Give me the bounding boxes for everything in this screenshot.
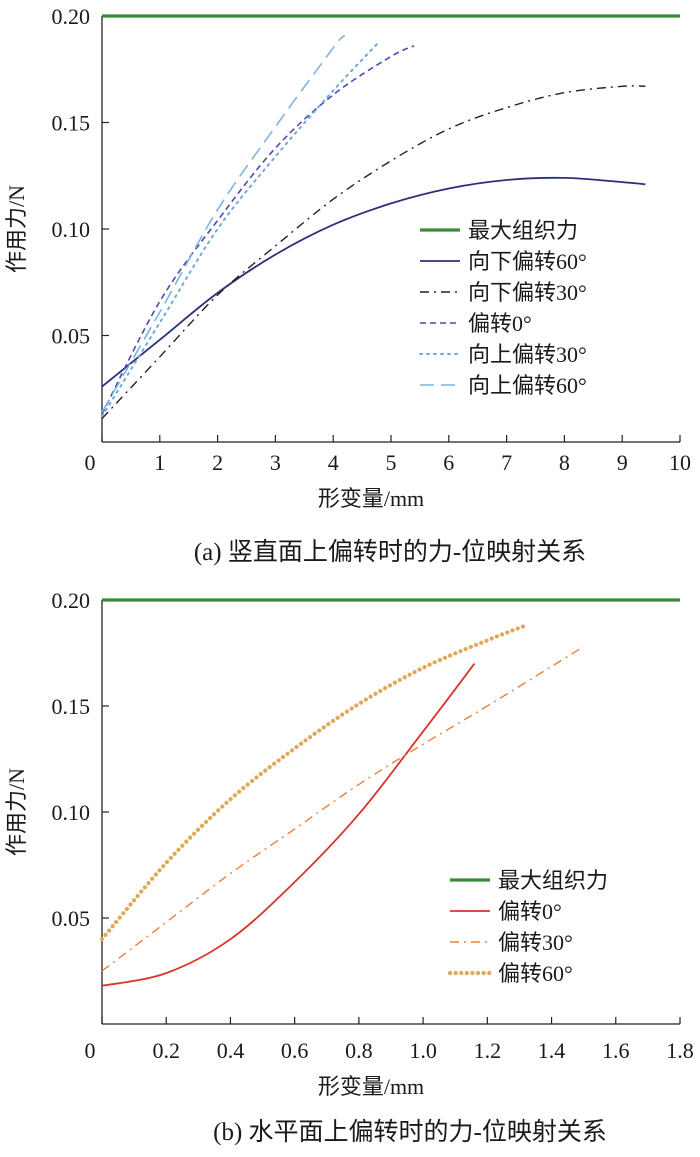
x-tick-label: 4	[328, 450, 339, 475]
legend-label: 最大组织力	[468, 218, 578, 243]
figure-caption: (b) 水平面上偏转时的力-位映射关系	[213, 1118, 607, 1146]
y-axis-label: 作用力/N	[4, 768, 29, 856]
series-line-4	[101, 40, 381, 418]
x-tick-label: 7	[501, 450, 512, 475]
x-tick-label: 0	[85, 450, 96, 475]
y-tick-label: 0.20	[52, 588, 91, 613]
x-tick-label: 1.4	[538, 1038, 566, 1063]
x-tick-label: 0	[85, 1038, 96, 1063]
x-tick-label: 3	[270, 450, 281, 475]
y-tick-label: 0.15	[52, 694, 91, 719]
x-tick-label: 0.4	[217, 1038, 245, 1063]
x-tick-label: 0.6	[281, 1038, 309, 1063]
legend-label: 最大组织力	[498, 868, 608, 893]
legend-label: 向上偏转60°	[468, 373, 587, 398]
series-line-5	[101, 34, 346, 413]
y-tick-label: 0.15	[52, 111, 91, 136]
x-tick-label: 1.8	[666, 1038, 694, 1063]
x-tick-label: 2	[212, 450, 223, 475]
legend-label: 向下偏转60°	[468, 249, 587, 274]
series-line-2	[101, 646, 585, 972]
x-axis-label: 形变量/mm	[318, 486, 424, 511]
x-tick-label: 1	[154, 450, 165, 475]
series-line-2	[101, 85, 646, 420]
legend-label: 偏转30°	[498, 930, 573, 955]
y-tick-label: 0.20	[52, 4, 91, 29]
x-tick-label: 8	[559, 450, 570, 475]
figure-caption: (a) 竖直面上偏转时的力-位映射关系	[194, 538, 586, 566]
legend-label: 偏转0°	[498, 899, 562, 924]
legend-label: 偏转60°	[498, 961, 573, 986]
x-tick-label: 1.6	[602, 1038, 630, 1063]
series-line-1	[101, 663, 476, 987]
x-tick-label: 0.8	[345, 1038, 373, 1063]
x-tick-label: 10	[669, 450, 691, 475]
y-tick-label: 0.10	[52, 800, 91, 825]
panel-b: 0 0.2 0.4 0.6 0.8 1.0 1.2 1.4 1.6 1.8 0.05 0.10 0.15…	[4, 588, 694, 1146]
x-tick-label: 0.2	[152, 1038, 180, 1063]
x-tick-label: 1.2	[474, 1038, 502, 1063]
y-tick-label: 0.05	[52, 324, 91, 349]
y-axis-label: 作用力/N	[4, 185, 29, 273]
legend-label: 向下偏转30°	[468, 280, 587, 305]
series-line-3	[101, 45, 415, 415]
x-tick-label: 5	[386, 450, 397, 475]
x-tick-label: 9	[617, 450, 628, 475]
series-line-1	[101, 176, 646, 388]
x-tick-label: 1.0	[409, 1038, 437, 1063]
legend-label: 偏转0°	[468, 311, 532, 336]
legend-label: 向上偏转30°	[468, 342, 587, 367]
series-line-3	[99, 623, 528, 942]
x-axis-label: 形变量/mm	[318, 1074, 424, 1099]
panel-a: 0 1 2 3 4 5 6 7 8 9 10 0.05 0.10 0.15 0.20 形变量/mm 作用力/N 最…	[4, 4, 691, 566]
x-tick-label: 6	[443, 450, 454, 475]
y-tick-label: 0.05	[52, 906, 91, 931]
y-tick-label: 0.10	[52, 217, 91, 242]
